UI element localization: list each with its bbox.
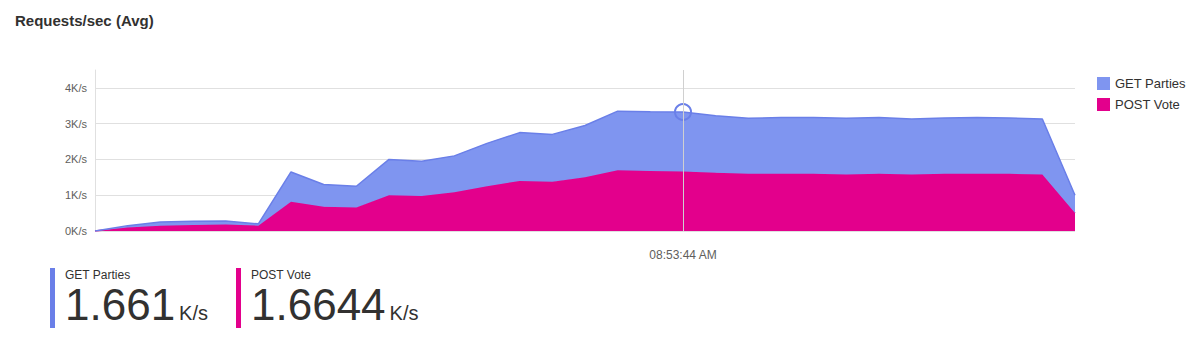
- svg-text:0K/s: 0K/s: [65, 225, 88, 237]
- html-text:1.661: 1.661: [65, 280, 176, 329]
- svg-text:1K/s: 1K/s: [65, 189, 88, 201]
- svg-text:4K/s: 4K/s: [65, 82, 88, 94]
- html-text:GET Parties: GET Parties: [65, 268, 131, 282]
- html-text:K/s: K/s: [389, 302, 419, 324]
- html-text:K/s: K/s: [179, 302, 208, 324]
- svg-text:3K/s: 3K/s: [65, 118, 88, 130]
- svg-text:2K/s: 2K/s: [65, 153, 88, 165]
- html-text:POST Vote: POST Vote: [251, 268, 311, 282]
- svg-text:GET Parties: GET Parties: [1115, 76, 1186, 91]
- svg-text:Requests/sec (Avg): Requests/sec (Avg): [15, 12, 154, 29]
- svg-text:POST Vote: POST Vote: [1115, 97, 1180, 112]
- svg-text:08:53:44 AM: 08:53:44 AM: [649, 248, 716, 262]
- html-text:1.6644: 1.6644: [251, 280, 386, 329]
